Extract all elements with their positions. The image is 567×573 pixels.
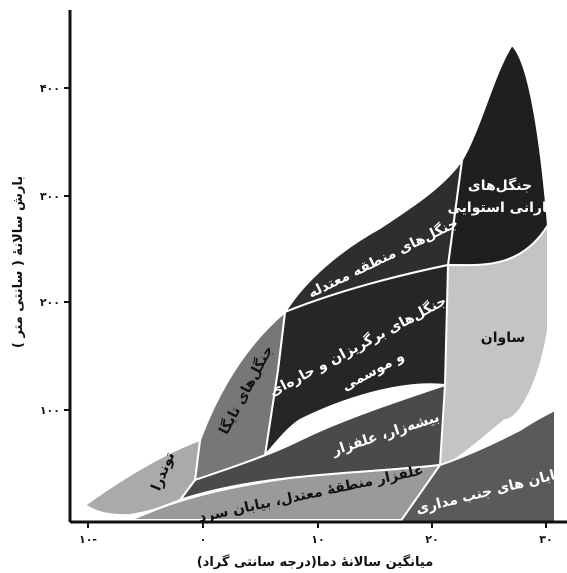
y-tick-label: ۱۰۰ — [40, 404, 60, 417]
y-tick-label: ۳۰۰ — [40, 190, 60, 203]
label-tropical-rainforest: جنگل‌های — [468, 177, 532, 194]
y-tick-label: ۴۰۰ — [40, 82, 60, 95]
x-tick-label: ۱۰- — [79, 533, 97, 546]
region-temperate-grassland — [129, 463, 442, 521]
region-subtropical-desert — [398, 408, 556, 523]
x-tick-label: ۳۰ — [539, 533, 552, 546]
label-savanna: ساوان — [481, 330, 525, 346]
region-deciduous — [263, 263, 450, 458]
label-tropical-rainforest: بارانی استوایی — [448, 200, 553, 216]
x-tick-label: ۲۰ — [425, 533, 438, 546]
y-axis-title: بارش سالانهٔ ( سانتی متر ) — [11, 176, 26, 348]
y-tick-label: ۲۰۰ — [40, 296, 60, 309]
x-tick-label: ۱۰ — [311, 533, 324, 546]
region-savanna — [433, 221, 549, 472]
x-tick-label: ۰ — [200, 533, 207, 546]
x-axis-title: میانگین سالانهٔ دما(درجه سانتی گراد) — [197, 554, 434, 570]
region-tropical-rainforest — [446, 43, 549, 269]
